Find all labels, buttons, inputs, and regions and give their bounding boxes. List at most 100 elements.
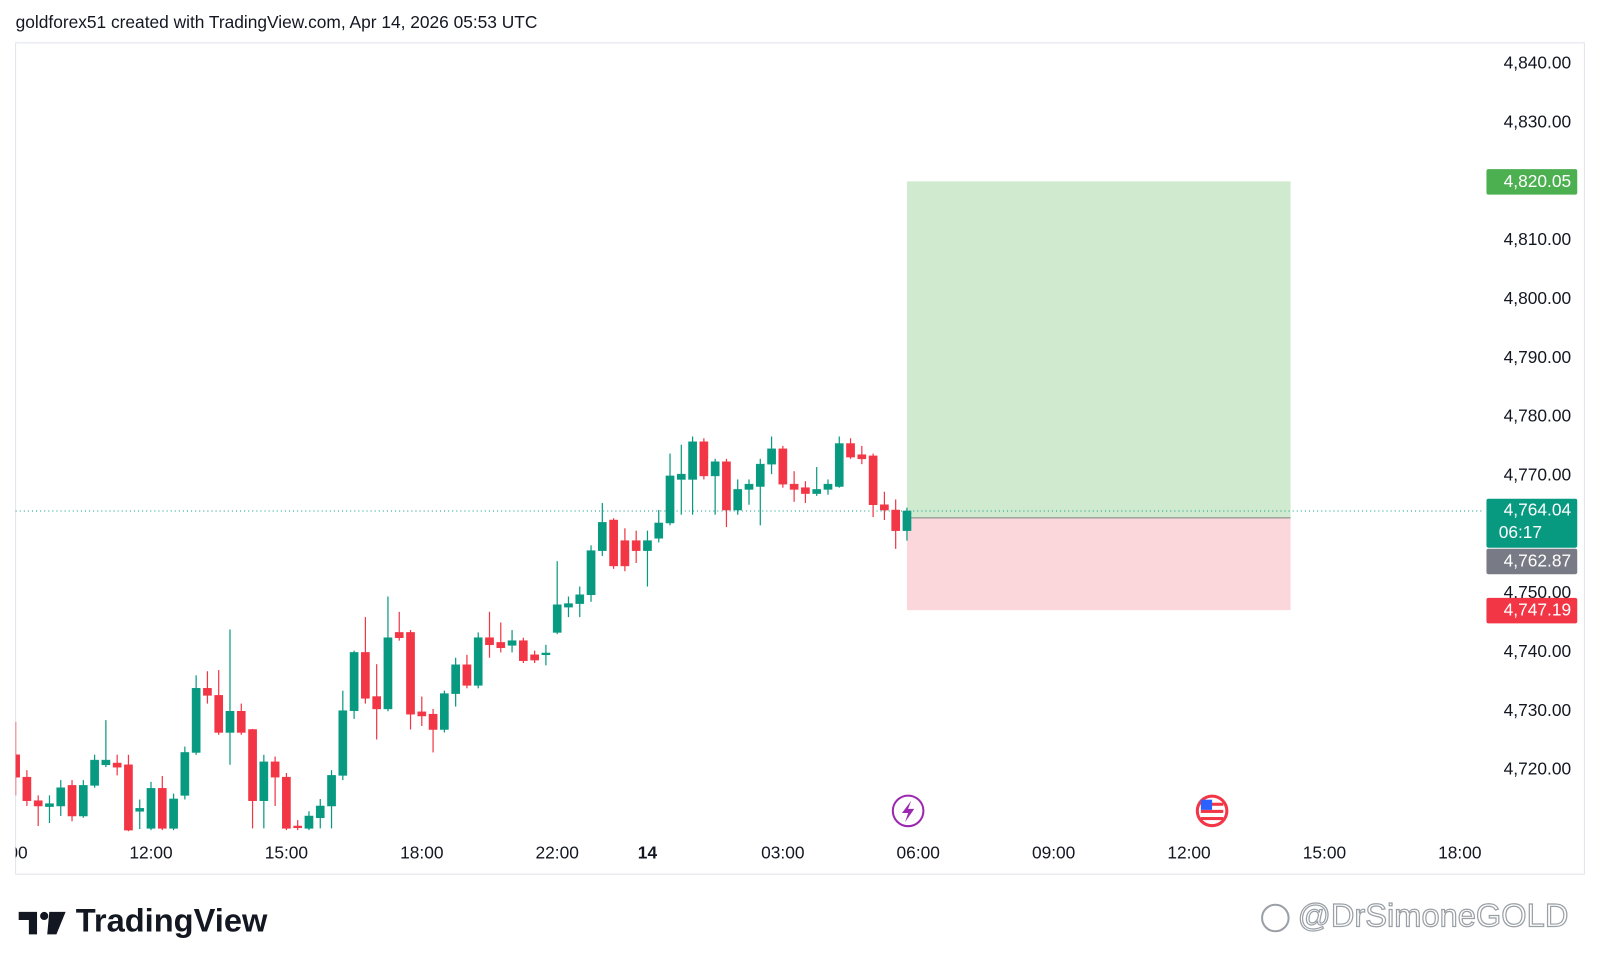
- x-tick-label: 15:00: [1303, 842, 1346, 862]
- y-tick-label: 4,840.00: [1504, 53, 1571, 73]
- entry-price-label: 4,762.87: [1504, 551, 1571, 571]
- candle-body: [665, 475, 675, 524]
- candle-body: [676, 473, 686, 480]
- stop-price-box: [1486, 597, 1578, 624]
- candle-body: [282, 776, 291, 829]
- y-tick-label: 4,800.00: [1504, 288, 1571, 308]
- y-tick-label: 4,750.00: [1504, 582, 1571, 602]
- x-tick-label: :00: [4, 842, 28, 862]
- candle-body: [485, 637, 494, 646]
- x-tick-label: 15:00: [265, 842, 308, 862]
- candles-layer: [15, 436, 912, 832]
- candle-body: [609, 519, 618, 567]
- candle-body: [880, 504, 889, 511]
- candle-body: [823, 483, 833, 490]
- x-tick-label: 12:00: [129, 842, 172, 862]
- candle-body: [631, 540, 641, 551]
- x-tick-label: 12:00: [1167, 842, 1210, 862]
- target-zone: [906, 181, 1291, 518]
- candle-body: [507, 640, 517, 646]
- y-tick-label: 4,740.00: [1504, 641, 1571, 661]
- y-tick-label: 4,830.00: [1504, 111, 1571, 131]
- candle-body: [801, 487, 810, 494]
- candle-body: [846, 443, 855, 458]
- candle-body: [530, 654, 539, 661]
- candle-body: [451, 664, 460, 694]
- candle-body: [315, 805, 325, 819]
- candle-body: [56, 787, 66, 807]
- candle-body: [259, 761, 269, 801]
- candle-body: [406, 632, 415, 715]
- candle-body: [293, 825, 303, 829]
- candle-body: [473, 637, 483, 686]
- watermark-text: @DrSimoneGOLD: [1298, 897, 1569, 934]
- chart-frame: [15, 42, 1585, 875]
- candle-body: [496, 642, 506, 648]
- candle-body: [124, 764, 133, 831]
- candle-body: [699, 441, 709, 477]
- x-tick-label: 03:00: [761, 842, 804, 862]
- y-tick-label: 4,720.00: [1504, 759, 1571, 779]
- candle-body: [812, 489, 822, 494]
- candle-body: [180, 752, 190, 796]
- candle-body: [755, 463, 765, 487]
- candle-body: [440, 693, 449, 730]
- candle-body: [789, 483, 799, 490]
- candle-body: [327, 775, 336, 807]
- candle-body: [643, 540, 652, 551]
- x-tick-label: 18:00: [1438, 842, 1481, 862]
- candle-body: [78, 785, 88, 817]
- candle-body: [236, 711, 246, 733]
- candle-body: [767, 448, 776, 465]
- candle-body: [135, 808, 145, 812]
- candle-body: [361, 652, 370, 699]
- candle-body: [338, 710, 348, 776]
- entry-price-box: [1486, 548, 1578, 575]
- x-tick-label: 14: [638, 842, 658, 862]
- candle-body: [541, 652, 551, 656]
- event-flag-icon[interactable]: [1195, 794, 1229, 828]
- y-tick-label: 4,790.00: [1504, 347, 1571, 367]
- candle-body: [778, 448, 788, 485]
- watermark: @DrSimoneGOLD: [1261, 896, 1569, 934]
- candle-body: [101, 759, 111, 766]
- header: goldforex51 created with TradingView.com…: [16, 12, 538, 32]
- candle-body: [45, 803, 54, 807]
- target-price-box: [1486, 169, 1578, 195]
- candle-body: [383, 637, 393, 710]
- candle-body: [733, 489, 743, 511]
- last-price-box: [1486, 498, 1578, 548]
- candle-body: [304, 815, 314, 829]
- x-tick-label: 22:00: [536, 842, 579, 862]
- target-price-label: 4,820.05: [1504, 171, 1571, 191]
- stop-zone: [906, 517, 1291, 611]
- candle-body: [462, 664, 472, 686]
- x-tick-label: 09:00: [1032, 842, 1075, 862]
- logo: TradingView: [18, 902, 268, 939]
- candle-body: [248, 729, 257, 801]
- y-tick-label: 4,780.00: [1504, 406, 1571, 426]
- candle-body: [868, 455, 878, 505]
- candle-body: [157, 788, 167, 829]
- candle-body: [575, 594, 585, 604]
- candle-body: [225, 711, 235, 733]
- candle-body: [67, 785, 77, 817]
- candle-body: [394, 632, 404, 638]
- candle-body: [710, 461, 720, 477]
- candle-body: [112, 762, 122, 768]
- event-icon[interactable]: [891, 794, 925, 828]
- candle-body: [688, 441, 697, 480]
- candle-body: [15, 754, 20, 778]
- y-tick-label: 4,730.00: [1504, 700, 1571, 720]
- candle-body: [22, 776, 32, 801]
- y-tick-label: 4,810.00: [1504, 229, 1571, 249]
- position-layer: [15, 181, 1483, 611]
- candle-body: [169, 798, 178, 829]
- stop-price-label: 4,747.19: [1504, 600, 1571, 620]
- candle-body: [654, 522, 664, 539]
- x-tick-label: 06:00: [897, 842, 940, 862]
- candle-body: [349, 652, 359, 711]
- x-tick-label: 18:00: [400, 842, 443, 862]
